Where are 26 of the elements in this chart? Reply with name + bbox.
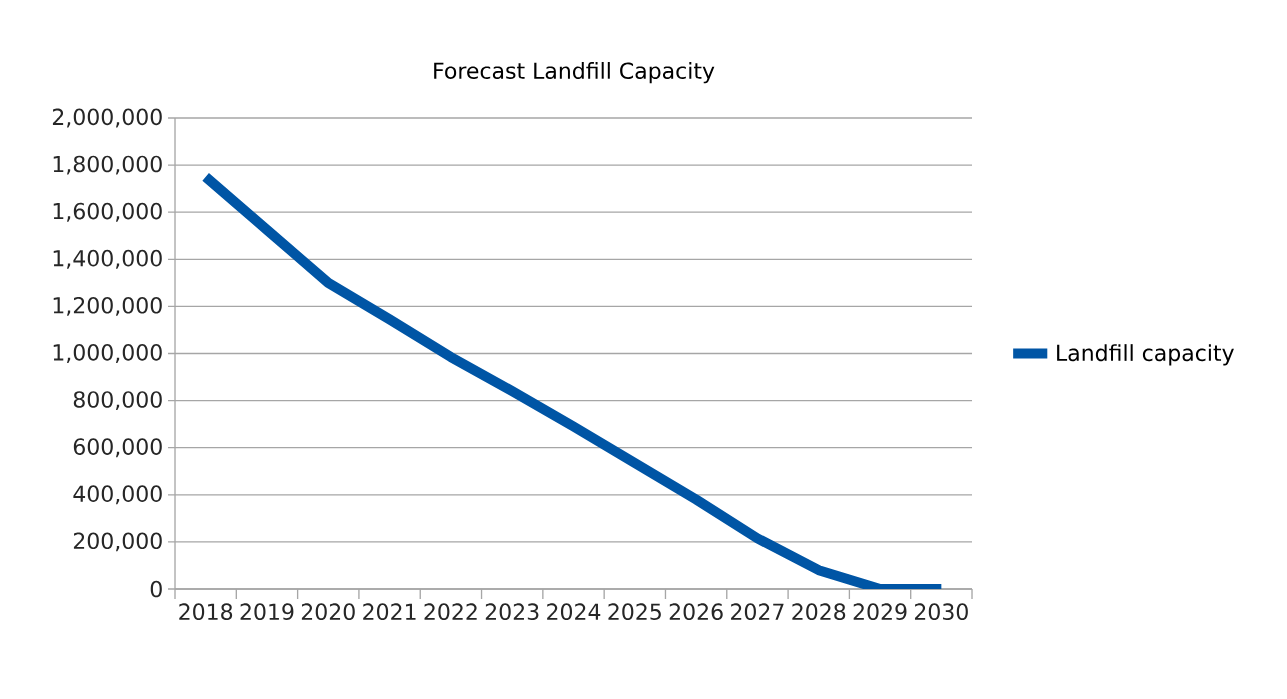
x-tick-label: 2029 bbox=[853, 603, 907, 621]
y-tick-label: 800,000 bbox=[73, 391, 162, 411]
y-tick-label: 1,400,000 bbox=[53, 249, 162, 269]
y-tick-label: 1,600,000 bbox=[53, 202, 162, 222]
legend-label: Landfill capacity bbox=[1057, 344, 1234, 366]
x-tick-label: 2018 bbox=[179, 603, 233, 621]
y-tick-label: 1,000,000 bbox=[53, 344, 162, 363]
y-tick-label: 200,000 bbox=[73, 532, 162, 552]
x-tick-label: 2026 bbox=[669, 603, 723, 621]
x-tick-label: 2028 bbox=[792, 603, 846, 621]
y-tick-label: 2,000,000 bbox=[52, 108, 162, 128]
x-tick-label: 2023 bbox=[485, 603, 539, 621]
y-tick-label: 1,200,000 bbox=[53, 296, 162, 316]
x-tick-label: 2025 bbox=[608, 603, 661, 621]
y-tick-label: 1,800,000 bbox=[53, 155, 162, 175]
x-tick-label: 2030 bbox=[914, 603, 968, 621]
y-tick-label: 400,000 bbox=[73, 485, 162, 505]
y-tick-label: 600,000 bbox=[73, 438, 162, 458]
x-tick-label: 2021 bbox=[363, 603, 416, 621]
chart-title: Forecast Landfill Capacity bbox=[434, 62, 715, 84]
x-tick-label: 2022 bbox=[424, 603, 477, 621]
y-tick-label: 0 bbox=[150, 580, 162, 598]
x-tick-label: 2020 bbox=[301, 603, 355, 621]
x-tick-label: 2019 bbox=[240, 603, 294, 621]
x-tick-label: 2027 bbox=[731, 603, 784, 621]
x-tick-label: 2024 bbox=[547, 603, 601, 621]
